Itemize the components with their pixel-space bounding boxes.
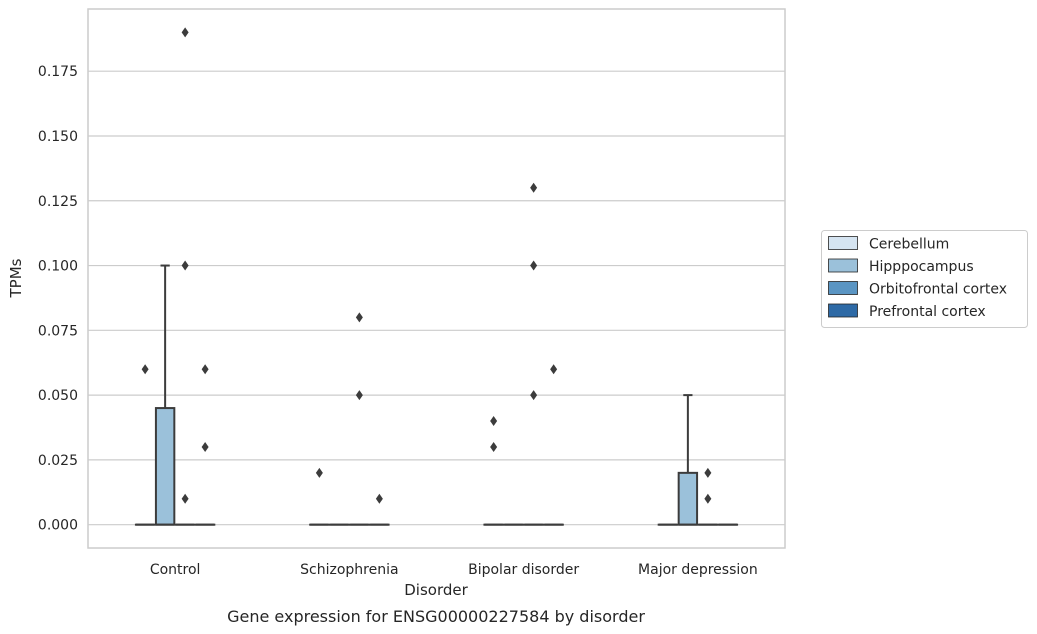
outlier-point xyxy=(375,493,383,504)
outlier-point xyxy=(181,493,189,504)
legend-frame xyxy=(821,230,1028,328)
outlier-point xyxy=(355,390,363,401)
outlier-point xyxy=(490,416,498,427)
outliers xyxy=(141,27,712,504)
legend-swatch xyxy=(828,281,858,295)
box-1-3 xyxy=(677,394,699,526)
outlier-point xyxy=(181,260,189,271)
legend-swatch xyxy=(828,236,858,250)
y-tick-label: 0.125 xyxy=(38,194,78,210)
legend-label: Hipppocampus xyxy=(869,259,974,275)
y-tick-label: 0.050 xyxy=(38,388,78,404)
outlier-point xyxy=(530,390,538,401)
outlier-point xyxy=(355,312,363,323)
legend-label: Orbitofrontal cortex xyxy=(869,282,1007,298)
outlier-point xyxy=(490,441,498,452)
grid-lines xyxy=(88,70,785,526)
y-tick-label: 0.075 xyxy=(38,323,78,339)
outlier-point xyxy=(704,467,712,478)
legend-swatch xyxy=(828,258,858,273)
outlier-point xyxy=(530,260,538,271)
box-body xyxy=(677,471,699,526)
outlier-point xyxy=(201,364,209,375)
x-axis-title: Disorder xyxy=(404,581,468,599)
legend: Cerebellum Hipppocampus Orbitofrontal cort… xyxy=(821,230,1028,328)
y-tick-label: 0.175 xyxy=(38,64,78,80)
box-1-0 xyxy=(154,264,176,526)
outlier-point xyxy=(201,441,209,452)
y-tick-label: 0.000 xyxy=(38,518,78,534)
outlier-point xyxy=(550,364,558,375)
x-tick-label: Schizophrenia xyxy=(300,562,398,578)
chart-caption: Gene expression for ENSG00000227584 by d… xyxy=(227,607,645,626)
boxes xyxy=(134,264,739,526)
x-tick-label: Major depression xyxy=(638,562,758,578)
legend-label: Prefrontal cortex xyxy=(869,304,986,320)
outlier-point xyxy=(530,182,538,193)
outlier-point xyxy=(141,364,149,375)
outlier-point xyxy=(315,467,323,478)
x-tick-label: Bipolar disorder xyxy=(468,562,579,578)
outlier-point xyxy=(704,493,712,504)
legend-label: Cerebellum xyxy=(869,237,949,253)
outlier-point xyxy=(181,27,189,38)
y-tick-label: 0.100 xyxy=(38,259,78,275)
x-tick-labels: Control Schizophrenia Bipolar disorder Majo… xyxy=(150,562,758,578)
legend-swatch xyxy=(828,303,858,318)
y-tick-labels: 0.000 0.025 0.050 0.075 0.100 0.125 0.150 0.175 xyxy=(38,64,78,533)
x-tick-label: Control xyxy=(150,562,201,578)
y-tick-label: 0.025 xyxy=(38,453,78,469)
y-axis-title: TPMs xyxy=(7,258,25,298)
plot-frame xyxy=(87,8,786,549)
y-tick-label: 0.150 xyxy=(38,129,78,145)
box-body xyxy=(154,407,176,526)
